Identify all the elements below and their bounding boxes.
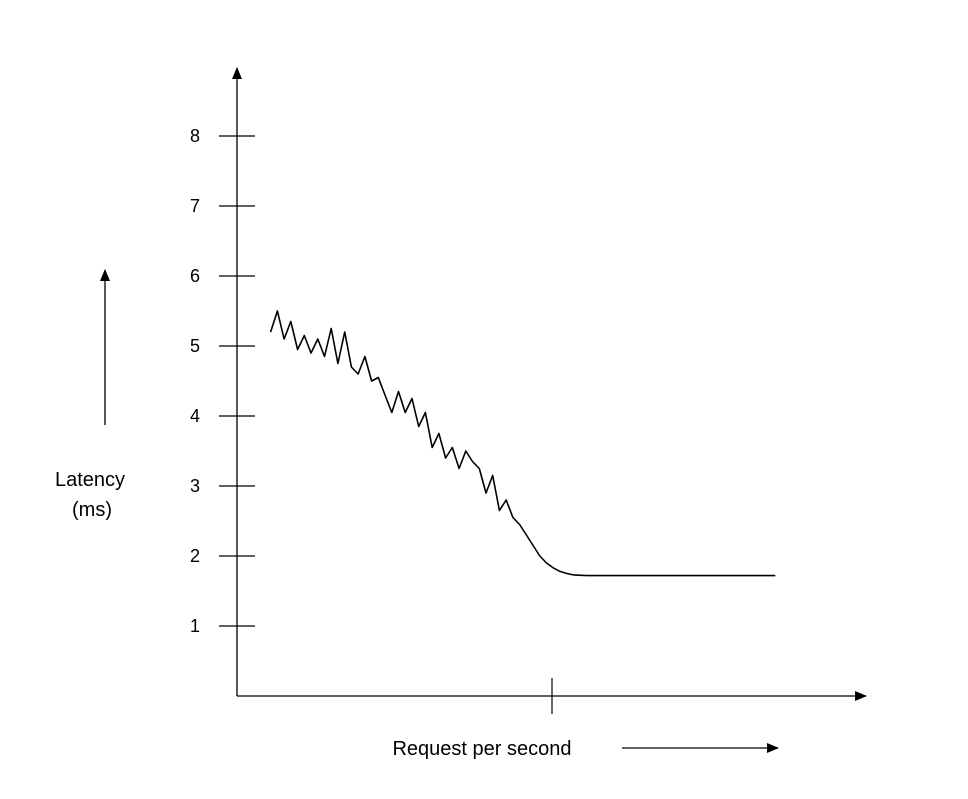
y-tick-label: 4	[190, 406, 200, 426]
y-ticks: 1 2 3 4 5 6 7 8	[190, 126, 255, 636]
y-tick-label: 6	[190, 266, 200, 286]
series-line-latency	[269, 310, 776, 577]
y-tick-label: 2	[190, 546, 200, 566]
y-tick-label: 1	[190, 616, 200, 636]
y-tick-label: 7	[190, 196, 200, 216]
y-axis-label-line1: Latency	[55, 469, 125, 491]
y-tick-label: 5	[190, 336, 200, 356]
y-axis-label-line2: (ms)	[72, 499, 112, 521]
y-tick-label: 3	[190, 476, 200, 496]
y-tick-label: 8	[190, 126, 200, 146]
x-axis-label: Request per second	[392, 738, 571, 760]
